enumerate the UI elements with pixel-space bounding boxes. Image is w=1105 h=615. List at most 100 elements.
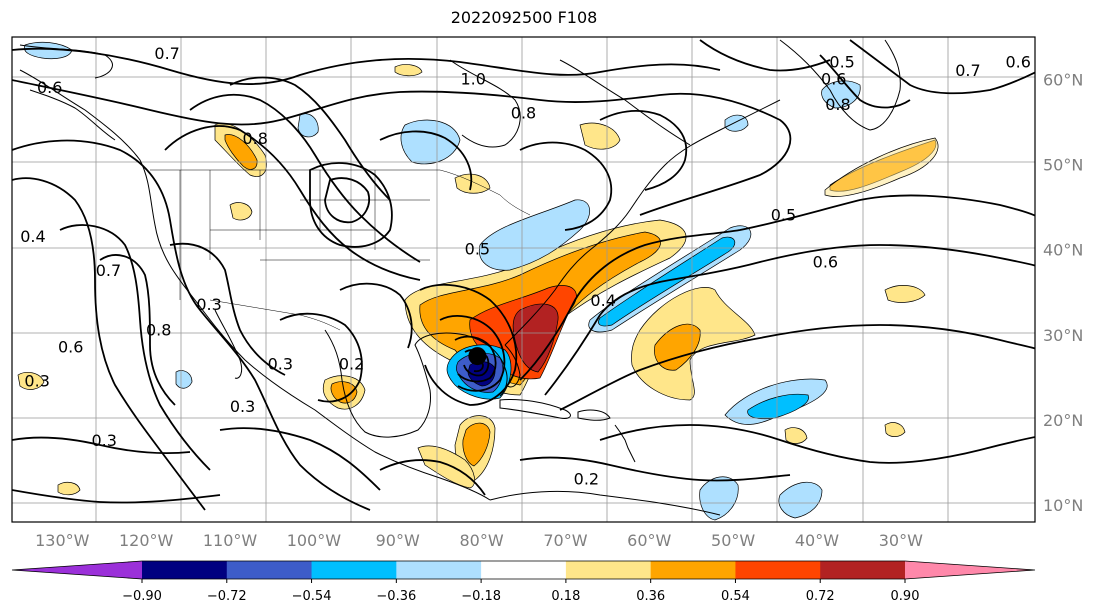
contour-label-text: 0.8 xyxy=(825,95,850,114)
map-frame xyxy=(11,36,1036,523)
colorbar-tick-label: −0.54 xyxy=(292,589,332,604)
contour-label: 0.2 xyxy=(574,469,599,488)
coast-hispaniola xyxy=(577,409,611,421)
colorbar-tick-label: −0.72 xyxy=(207,589,247,604)
contour-label: 0.3 xyxy=(24,372,49,391)
coast-hudson-bay xyxy=(449,59,521,148)
contour-label: 0.8 xyxy=(146,321,171,340)
map-title: 2022092500 F108 xyxy=(450,8,598,27)
coast-labrador xyxy=(559,59,691,146)
contour-label-text: 0.7 xyxy=(96,261,121,280)
contour-label-text: 0.3 xyxy=(196,295,221,314)
colorbar: −0.90 −0.72 −0.54 −0.36 −0.18 0.18 0.36 0.54 0.7… xyxy=(11,560,1036,604)
warm-anomaly-north-atlantic-outer xyxy=(824,137,939,197)
contour-label: 0.4 xyxy=(590,291,615,310)
colorbar-tick-label: 0.18 xyxy=(551,589,580,604)
warm-anomaly-rockies-core xyxy=(224,134,258,170)
warm-anomaly-central-america xyxy=(417,445,475,489)
longitude-tick-label: 120°W xyxy=(119,531,174,550)
warm-anomaly-small-west xyxy=(17,372,45,390)
contour-label-text: 0.2 xyxy=(339,355,364,374)
colorbar-segment xyxy=(311,561,397,579)
contour-label: 0.5 xyxy=(829,53,854,72)
warm-anomaly-plains xyxy=(229,202,253,221)
longitude-tick-label: 130°W xyxy=(35,531,90,550)
colorbar-segment xyxy=(142,561,228,579)
cold-anomaly-atlantic-band-core xyxy=(598,236,736,327)
cold-anomaly-great-lakes xyxy=(478,199,590,271)
colorbar-segment xyxy=(650,561,736,579)
contour-label-text: 0.5 xyxy=(829,53,854,72)
contour-label: 0.3 xyxy=(92,431,117,450)
longitude-ticks: 130°W 120°W 110°W 100°W 90°W 80°W 70°W 60°W 50°W… xyxy=(35,531,923,550)
contour-label: 0.3 xyxy=(268,355,293,374)
cold-anomaly-alaska xyxy=(24,41,73,60)
contour-label-text: 0.8 xyxy=(242,129,267,148)
warm-anomaly-small-east xyxy=(784,427,808,444)
contour-label: 0.8 xyxy=(242,129,267,148)
contour-label: 0.7 xyxy=(154,44,179,63)
contour-label: 0.4 xyxy=(20,227,45,246)
contour-label-text: 0.6 xyxy=(58,338,83,357)
longitude-tick-label: 70°W xyxy=(543,531,587,550)
contour-label-text: 0.4 xyxy=(20,227,45,246)
contour-label: 0.6 xyxy=(1006,53,1031,72)
coast-aleutian-islands xyxy=(29,89,116,141)
latitude-ticks: 60°N 50°N 40°N 30°N 20°N 10°N xyxy=(1043,71,1083,515)
longitude-tick-label: 110°W xyxy=(203,531,258,550)
latitude-tick-label: 50°N xyxy=(1043,156,1083,175)
contour-label-text: 1.0 xyxy=(460,70,485,89)
latitude-tick-label: 10°N xyxy=(1043,496,1083,515)
longitude-tick-label: 40°W xyxy=(795,531,839,550)
contour-label-text: 0.8 xyxy=(146,321,171,340)
contour-label-text: 0.6 xyxy=(821,70,846,89)
contour-labels: 0.70.6 1.00.80.80.50.6 0.7 0.60.80.40.70.30… xyxy=(20,44,1031,488)
colorbar-extend-low xyxy=(12,561,142,579)
longitude-tick-label: 80°W xyxy=(459,531,503,550)
coast-baja xyxy=(214,309,243,379)
colorbar-segment xyxy=(396,561,482,579)
cold-anomaly-greenland xyxy=(821,80,861,109)
contour-label-text: 0.2 xyxy=(574,469,599,488)
colorbar-segment xyxy=(735,561,821,579)
warm-anomaly-north xyxy=(394,64,423,77)
cold-anomaly-tropical-southeast xyxy=(778,482,823,519)
colorbar-tick-label: 0.36 xyxy=(636,589,665,604)
colorbar-extend-high xyxy=(905,561,1035,579)
colorbar-segment xyxy=(820,561,906,579)
coast-east xyxy=(504,99,781,346)
contour-label-text: 0.3 xyxy=(24,372,49,391)
contour-label-text: 0.7 xyxy=(154,44,179,63)
contour-label-text: 0.7 xyxy=(955,61,980,80)
contour-label-text: 0.3 xyxy=(268,355,293,374)
contour-label-text: 0.8 xyxy=(511,104,536,123)
coast-florida xyxy=(504,344,521,388)
colorbar-segment xyxy=(481,561,567,579)
longitude-tick-label: 50°W xyxy=(711,531,755,550)
contour-label-text: 0.5 xyxy=(465,240,490,259)
contour-label: 0.8 xyxy=(511,104,536,123)
latitude-tick-label: 60°N xyxy=(1043,71,1083,90)
colorbar-tick-label: −0.18 xyxy=(461,589,501,604)
warm-anomaly-hudson xyxy=(579,122,621,150)
longitude-tick-label: 30°W xyxy=(879,531,923,550)
contour-label: 0.5 xyxy=(465,240,490,259)
cold-anomaly-pacific xyxy=(175,370,193,389)
coast-cuba xyxy=(499,399,571,419)
colorbar-tick-label: −0.36 xyxy=(376,589,416,604)
contour-label: 0.3 xyxy=(230,397,255,416)
warm-anomaly-peak xyxy=(512,303,559,373)
contour-label: 0.6 xyxy=(58,338,83,357)
contour-label-text: 0.3 xyxy=(92,431,117,450)
warm-anomaly-small-south xyxy=(57,481,81,496)
colorbar-tick-label: 0.72 xyxy=(806,589,835,604)
warm-anomaly-mid-atlantic xyxy=(884,285,926,303)
contour-lines xyxy=(12,39,1035,511)
colorbar-segment xyxy=(565,561,652,579)
cold-anomaly-tropical-south xyxy=(699,476,739,521)
colorbar-tick-label: −0.90 xyxy=(122,589,162,604)
longitude-tick-label: 90°W xyxy=(376,531,420,550)
coastlines xyxy=(19,39,901,516)
storm-center-marker xyxy=(468,347,487,366)
